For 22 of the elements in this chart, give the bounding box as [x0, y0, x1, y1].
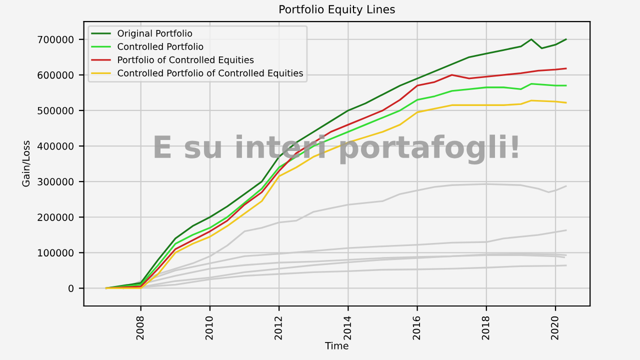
x-tick-label: 2012 [274, 316, 282, 340]
y-tick-label: 100000 [38, 249, 74, 257]
y-tick-label: 0 [68, 284, 74, 292]
legend-label: Portfolio of Controlled Equities [118, 56, 254, 65]
legend-label: Original Portfolio [118, 30, 192, 38]
chart-title: Portfolio Equity Lines [280, 4, 395, 16]
y-tick-label: 700000 [38, 36, 74, 44]
legend-label: Controlled Portfolio [118, 42, 204, 50]
x-axis-title: Time [325, 342, 348, 350]
x-tick-label: 2018 [482, 316, 490, 340]
x-tick-label: 2014 [344, 316, 352, 340]
legend-label: Controlled Portfolio of Controlled Equities [118, 69, 303, 78]
y-tick-label: 200000 [38, 214, 74, 221]
y-tick-label: 600000 [38, 71, 74, 79]
y-tick-label: 400000 [37, 142, 74, 150]
y-tick-label: 300000 [38, 178, 74, 186]
x-tick-label: 2016 [412, 316, 420, 340]
x-tick-label: 2020 [550, 316, 558, 340]
y-axis-title: Gain/Loss [22, 140, 30, 187]
y-tick-label: 500000 [38, 106, 74, 114]
x-tick-label: 2008 [136, 316, 144, 340]
x-tick-label: 2010 [205, 316, 213, 340]
